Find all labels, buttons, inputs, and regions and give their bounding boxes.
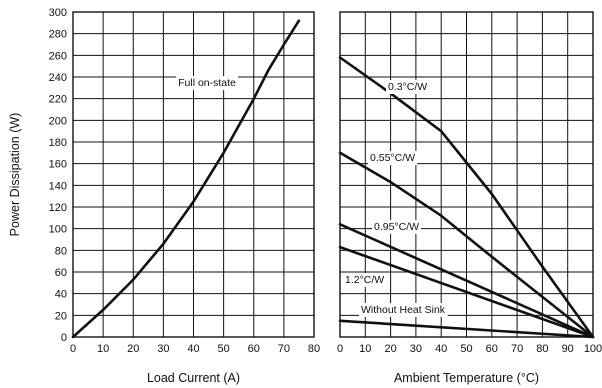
x-tick-label: 80 [536, 343, 548, 355]
series-label: Full on-state [178, 77, 236, 89]
series-label-background [368, 151, 418, 165]
left-plot-frame [72, 11, 315, 338]
x-tick-label: 40 [435, 343, 447, 355]
x-tick-label: 30 [410, 343, 422, 355]
right-plot-frame [339, 11, 594, 338]
x-tick-label: 60 [248, 343, 260, 355]
series-line [338, 223, 595, 339]
x-tick-label: 20 [127, 343, 139, 355]
x-tick-label: 70 [511, 343, 523, 355]
y-tick-label: 40 [55, 289, 67, 301]
x-tick-label: 20 [384, 343, 396, 355]
left-x-axis-label: Load Current (A) [147, 371, 240, 385]
series-label-background [386, 80, 430, 94]
x-tick-label: 30 [157, 343, 169, 355]
x-tick-label: 70 [278, 343, 290, 355]
series-label-background [359, 303, 448, 317]
x-tick-label: 40 [187, 343, 199, 355]
y-axis-label: Power Dissipation (W) [8, 113, 22, 237]
series-label: 0.95°C/W [374, 221, 419, 233]
series-label-background [343, 273, 387, 287]
x-tick-label: 10 [97, 343, 109, 355]
y-tick-label: 0 [61, 332, 67, 344]
y-tick-label: 80 [55, 245, 67, 257]
y-tick-label: 200 [49, 115, 67, 127]
series-label: Without Heat Sink [361, 304, 446, 316]
series-label-background [176, 76, 239, 90]
series-line [338, 319, 595, 339]
y-tick-label: 180 [49, 137, 67, 149]
x-tick-label: 0 [70, 343, 76, 355]
x-tick-label: 50 [218, 343, 230, 355]
series-line [338, 151, 595, 339]
x-tick-label: 80 [308, 343, 320, 355]
series-line [338, 56, 595, 339]
x-tick-label: 90 [562, 343, 574, 355]
y-tick-label: 60 [55, 267, 67, 279]
series-label-background [372, 220, 422, 234]
y-tick-label: 240 [49, 72, 67, 84]
series-line [71, 19, 301, 339]
y-tick-label: 260 [49, 50, 67, 62]
y-tick-label: 20 [55, 310, 67, 322]
x-tick-label: 50 [460, 343, 472, 355]
y-tick-label: 100 [49, 224, 67, 236]
y-tick-label: 120 [49, 202, 67, 214]
x-tick-label: 100 [584, 343, 602, 355]
right-x-axis-label: Ambient Temperature (°C) [394, 371, 539, 385]
x-tick-label: 0 [337, 343, 343, 355]
y-tick-label: 280 [49, 29, 67, 41]
y-tick-label: 160 [49, 159, 67, 171]
series-label: 1.2°C/W [345, 274, 384, 286]
series-label: 0.55°C/W [370, 152, 415, 164]
y-tick-label: 140 [49, 180, 67, 192]
y-tick-label: 220 [49, 94, 67, 106]
x-tick-label: 10 [359, 343, 371, 355]
series-line [338, 245, 595, 339]
x-tick-label: 60 [486, 343, 498, 355]
y-tick-label: 300 [49, 7, 67, 19]
series-label: 0.3°C/W [388, 81, 427, 93]
